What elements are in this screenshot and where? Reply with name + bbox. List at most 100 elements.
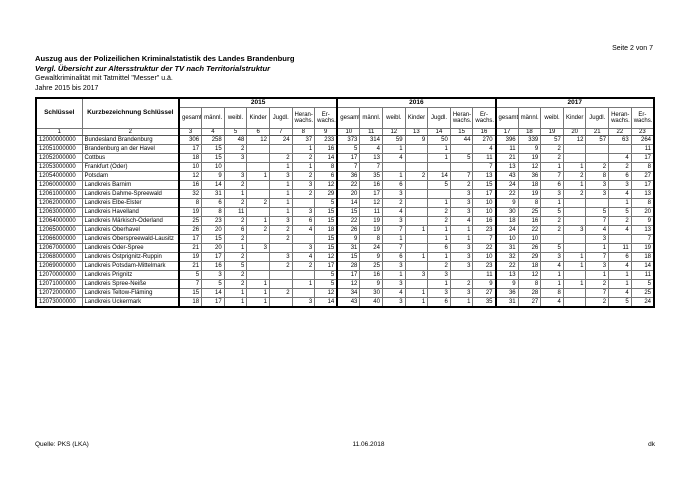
cell-value: 8 <box>630 162 655 173</box>
cell-value: 7 <box>449 171 474 182</box>
cell-value: 17 <box>178 144 203 155</box>
cell-value: 28 <box>517 288 542 299</box>
column-number: 7 <box>268 127 293 137</box>
cell-value: 1 <box>268 207 293 218</box>
cell-value <box>608 144 632 155</box>
cell-value: 11 <box>472 270 497 281</box>
cell-value: 15 <box>178 288 203 299</box>
cell-value: 25 <box>178 216 203 227</box>
cell-value: 1 <box>268 180 293 191</box>
table-row: 12064000000 Landkreis Märkisch-Oderland 25… <box>35 216 655 227</box>
cell-value <box>404 189 429 200</box>
cell-value: 2 <box>585 162 610 173</box>
cell-value: 12 <box>246 135 270 146</box>
cell-value: 7 <box>585 288 610 299</box>
cell-value: 10 <box>472 198 497 209</box>
cell-value: 30 <box>494 207 519 218</box>
cell-value: 4 <box>381 288 406 299</box>
cell-value: 36 <box>494 288 519 299</box>
cell-value: 3 <box>449 189 474 200</box>
cell-value: 2 <box>608 162 632 173</box>
cell-value <box>246 153 270 164</box>
table-row: 12060000000 Landkreis Barnim 16 14 2 1 3 12 22 16… <box>35 180 655 191</box>
cell-value: 1 <box>404 252 429 263</box>
cell-value: 22 <box>494 189 519 200</box>
header-measure: Er- wachs. <box>630 107 655 129</box>
cell-value: 12 <box>336 279 361 290</box>
cell-value: 2 <box>268 288 293 299</box>
table-row: 12062000000 Landkreis Elbe-Elster 8 6 2 2 1 5 14… <box>35 198 655 209</box>
column-number: 21 <box>585 127 610 137</box>
cell-value: 12 <box>359 198 383 209</box>
cell-value: 2 <box>268 261 293 272</box>
row-key: 12061000000 <box>35 189 83 200</box>
cell-value: 12 <box>178 171 203 182</box>
cell-value: 8 <box>201 207 225 218</box>
cell-value: 1 <box>223 189 248 200</box>
cell-value: 15 <box>201 234 225 245</box>
cell-value: 2 <box>608 216 632 227</box>
cell-value: 1 <box>291 162 316 173</box>
cell-value: 3 <box>449 207 474 218</box>
cell-value: 3 <box>449 288 474 299</box>
cell-value: 4 <box>608 153 632 164</box>
cell-value: 9 <box>201 171 225 182</box>
cell-value: 1 <box>608 198 632 209</box>
column-number: 19 <box>540 127 564 137</box>
cell-value: 1 <box>381 171 406 182</box>
cell-value: 13 <box>630 225 655 236</box>
cell-value: 3 <box>540 252 564 263</box>
row-name: Landkreis Oberspreewald-Lausitz <box>81 234 180 245</box>
cell-value: 1 <box>608 279 632 290</box>
cell-value <box>562 243 587 254</box>
cell-value: 1 <box>246 216 270 227</box>
cell-value: 15 <box>314 216 338 227</box>
cell-value: 6 <box>223 225 248 236</box>
page-number: Seite 2 von 7 <box>612 45 653 52</box>
cell-value: 10 <box>517 234 542 245</box>
cell-value: 3 <box>585 189 610 200</box>
cell-value: 16 <box>201 261 225 272</box>
header-year-2017: 2017 <box>494 97 655 108</box>
cell-value: 22 <box>336 180 361 191</box>
header-row-measures: gesamt männl. weibl. Kinder Jugdl. Heran- wac… <box>36 107 655 129</box>
cell-value: 3 <box>585 234 610 245</box>
cell-value: 32 <box>494 252 519 263</box>
cell-value: 15 <box>314 243 338 254</box>
cell-value: 306 <box>178 135 203 146</box>
cell-value: 18 <box>494 216 519 227</box>
cell-value: 1 <box>223 243 248 254</box>
cell-value: 11 <box>608 243 632 254</box>
cell-value: 2 <box>585 279 610 290</box>
row-key: 12073000000 <box>35 297 83 308</box>
cell-value <box>268 144 293 155</box>
cell-value: 12 <box>517 270 542 281</box>
header-year-2016: 2016 <box>336 97 497 108</box>
column-number: 18 <box>517 127 542 137</box>
row-name: Landkreis Elbe-Elster <box>81 198 180 209</box>
cell-value: 11 <box>472 153 497 164</box>
cell-value: 5 <box>201 279 225 290</box>
cell-value: 1 <box>268 162 293 173</box>
cell-value: 10 <box>472 252 497 263</box>
cell-value <box>291 198 316 209</box>
cell-value: 8 <box>314 162 338 173</box>
cell-value: 15 <box>472 180 497 191</box>
cell-value <box>608 234 632 245</box>
row-key: 12052000000 <box>35 153 83 164</box>
cell-value <box>404 261 429 272</box>
cell-value: 5 <box>449 153 474 164</box>
header-measure: Jugdl. <box>427 107 451 129</box>
cell-value: 6 <box>201 198 225 209</box>
cell-value <box>246 162 270 173</box>
cell-value: 4 <box>608 288 632 299</box>
cell-value: 6 <box>291 216 316 227</box>
cell-value: 26 <box>336 225 361 236</box>
cell-value: 3 <box>449 261 474 272</box>
cell-value: 3 <box>223 153 248 164</box>
column-number: 4 <box>201 127 225 137</box>
row-name: Landkreis Barnim <box>81 180 180 191</box>
column-number: 22 <box>608 127 632 137</box>
document-title: Auszug aus der Polizeilichen Kriminalsta… <box>35 54 295 63</box>
column-number: 20 <box>562 127 587 137</box>
